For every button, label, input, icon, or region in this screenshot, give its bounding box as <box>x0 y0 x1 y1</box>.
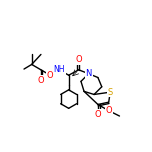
Text: S: S <box>108 88 113 97</box>
Text: O: O <box>38 76 44 85</box>
Text: N: N <box>85 69 92 78</box>
Text: O: O <box>75 55 82 64</box>
Text: O: O <box>47 71 54 80</box>
Text: O: O <box>105 106 112 115</box>
Text: O: O <box>95 110 101 119</box>
Text: NH: NH <box>54 65 65 74</box>
